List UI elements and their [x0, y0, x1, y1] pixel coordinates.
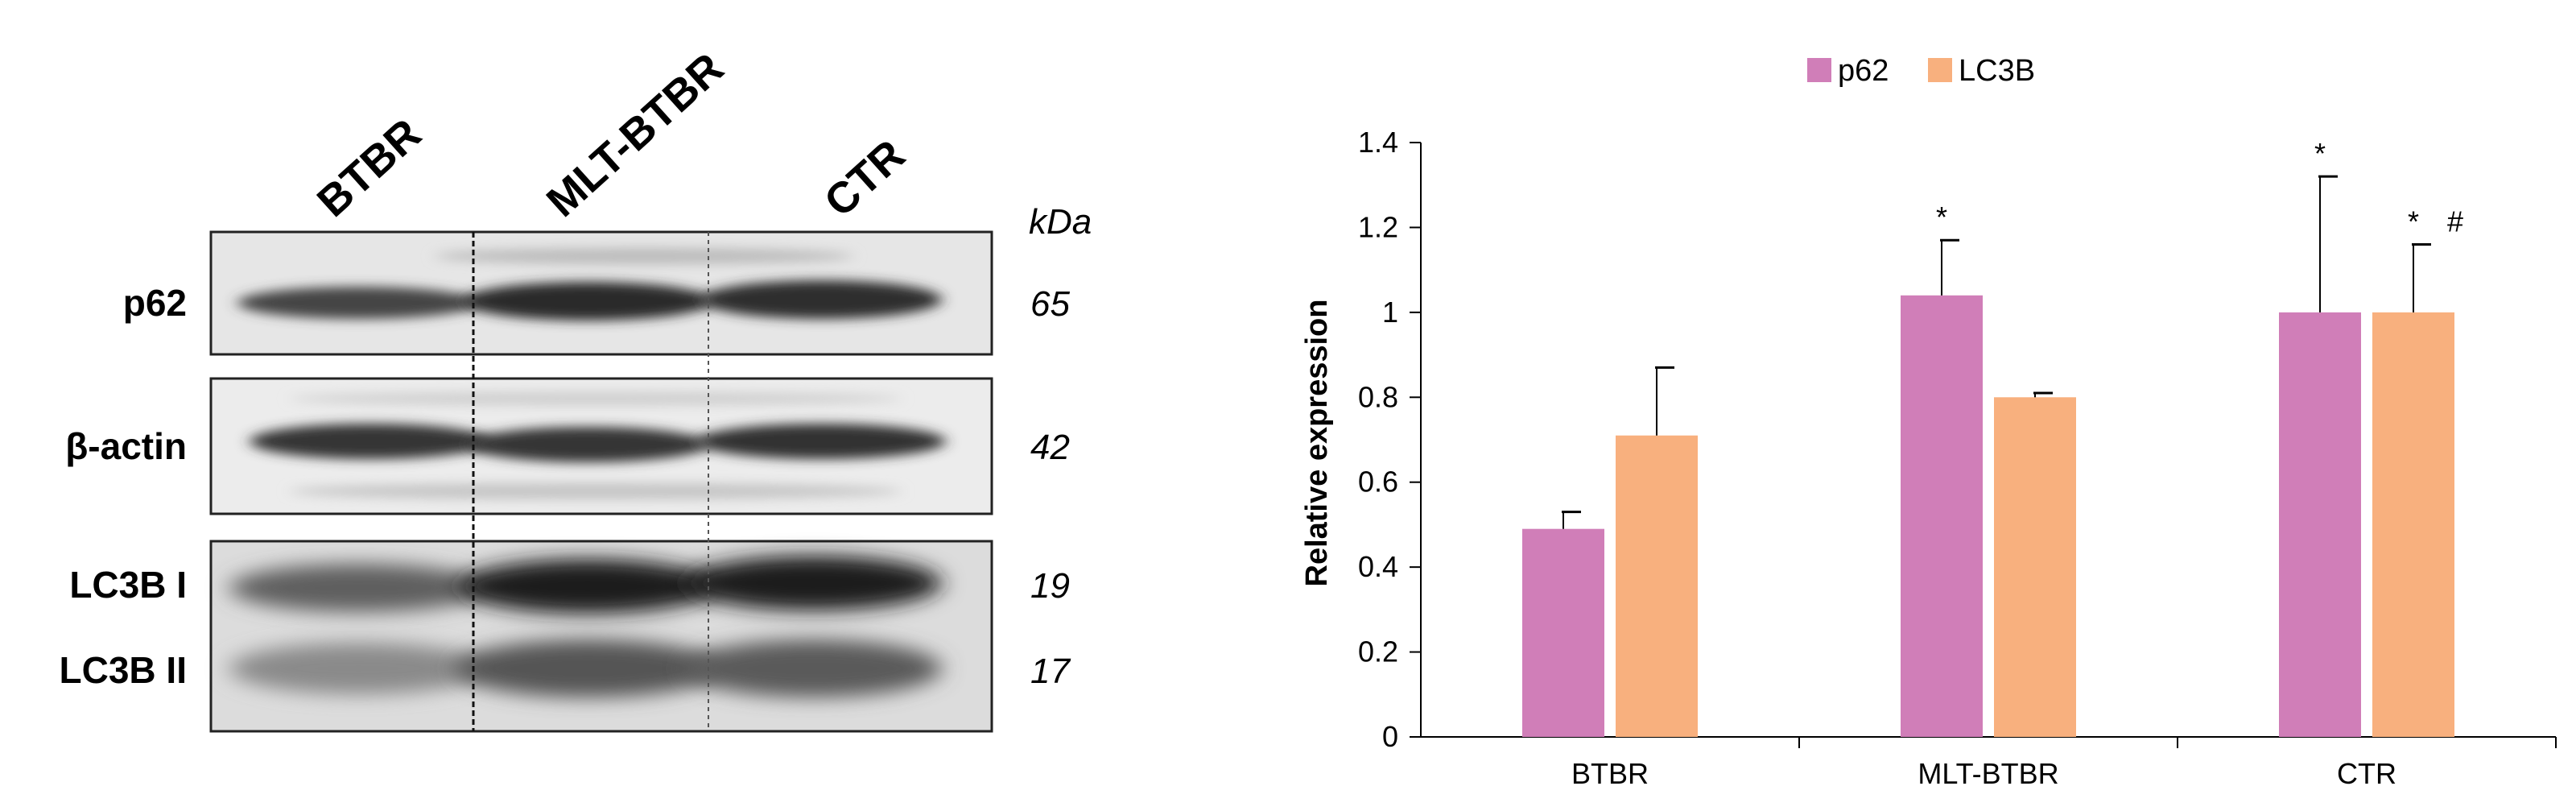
legend-swatch-lc3b: [1928, 58, 1952, 82]
legend: p62 LC3B: [1807, 54, 2035, 88]
band: [696, 424, 946, 459]
band: [700, 280, 942, 319]
y-tick-label: 0.4: [1358, 550, 1398, 583]
significance-hash: #: [2447, 205, 2463, 238]
kda-value-beta-actin: 42: [1030, 428, 1070, 467]
bar-p62-btbr: [1522, 528, 1604, 737]
kda-value-p62: 65: [1030, 284, 1070, 324]
kda-value-lc3b-i: 19: [1030, 566, 1070, 606]
row-label-p62: p62: [123, 282, 187, 324]
band: [237, 287, 479, 319]
x-tick-label: BTBR: [1571, 757, 1649, 790]
kda-unit-label: kDa: [1029, 202, 1092, 242]
bar-lc3b-mlt-btbr: [1994, 397, 2076, 737]
kda-value-lc3b-ii: 17: [1030, 652, 1071, 691]
band: [463, 282, 712, 321]
band: [459, 559, 716, 614]
band: [250, 424, 491, 459]
x-tick-label: MLT-BTBR: [1918, 757, 2058, 790]
bar-chart: p62 LC3B Relative expression 0 0.2 0.4 0.6 0…: [1300, 54, 2557, 790]
band: [455, 639, 720, 697]
blot-strip-p62: [209, 230, 993, 356]
band: [229, 643, 487, 694]
bar-lc3b-btbr: [1616, 435, 1698, 737]
y-tick-label: 0: [1382, 720, 1398, 753]
row-label-lc3b-ii: LC3B II: [60, 649, 187, 691]
y-tick-label: 0.2: [1358, 635, 1398, 668]
significance-asterisk: *: [1936, 201, 1947, 234]
band: [684, 639, 942, 697]
band: [229, 564, 487, 612]
western-blot-panel: BTBR MLT-BTBR CTR kDa: [60, 43, 1092, 733]
bar-lc3b-ctr: [2372, 312, 2454, 737]
lane-label-mlt-btbr: MLT-BTBR: [538, 43, 733, 226]
y-tick-label: 1: [1382, 296, 1398, 329]
y-tick-label: 0.8: [1358, 380, 1398, 413]
y-axis-label: Relative expression: [1300, 300, 1334, 587]
x-tick-label: CTR: [2337, 757, 2396, 790]
legend-swatch-p62: [1807, 58, 1831, 82]
row-label-lc3b-i: LC3B I: [69, 564, 187, 606]
y-tick-label: 0.6: [1358, 465, 1398, 499]
y-tick-label: 1.4: [1358, 126, 1398, 159]
legend-label-lc3b: LC3B: [1959, 54, 2035, 88]
band: [684, 556, 942, 610]
blot-strip-lc3b: [209, 540, 993, 733]
blot-strip-beta-actin: [209, 377, 993, 515]
legend-label-p62: p62: [1838, 54, 1889, 88]
row-label-beta-actin: β-actin: [65, 425, 187, 467]
lane-label-btbr: BTBR: [308, 110, 431, 226]
bar-p62-ctr: [2279, 312, 2361, 737]
lane-label-ctr: CTR: [815, 130, 914, 226]
significance-asterisk: *: [2408, 205, 2419, 238]
significance-asterisk: *: [2314, 137, 2326, 170]
band: [467, 427, 708, 462]
bar-p62-mlt-btbr: [1901, 295, 1983, 737]
y-tick-label: 1.2: [1358, 210, 1398, 243]
